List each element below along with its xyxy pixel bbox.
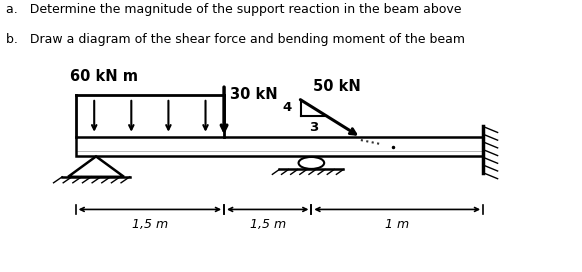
Text: 3: 3 — [310, 121, 318, 134]
Circle shape — [299, 157, 324, 169]
Text: b.   Draw a diagram of the shear force and bending moment of the beam: b. Draw a diagram of the shear force and… — [6, 33, 465, 46]
Text: a.   Determine the magnitude of the support reaction in the beam above: a. Determine the magnitude of the suppor… — [6, 3, 462, 16]
Text: 4: 4 — [283, 101, 292, 114]
Text: 60 kN m: 60 kN m — [70, 69, 138, 84]
Text: 30 kN: 30 kN — [230, 87, 278, 102]
Text: 50 kN: 50 kN — [313, 79, 360, 94]
Text: 1 m: 1 m — [385, 218, 409, 231]
Text: 1,5 m: 1,5 m — [132, 218, 168, 231]
Text: 1,5 m: 1,5 m — [250, 218, 286, 231]
Polygon shape — [68, 156, 124, 177]
Bar — [76, 137, 483, 156]
